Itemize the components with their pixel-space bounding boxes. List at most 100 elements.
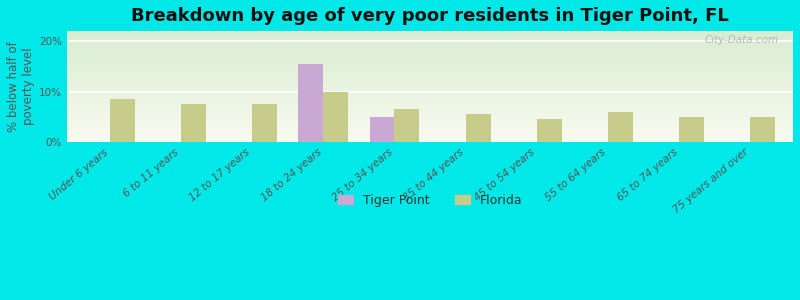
Bar — [67, 49, 793, 50]
Bar — [67, 86, 793, 88]
Bar — [537, 119, 562, 142]
Bar — [67, 139, 793, 140]
Bar — [67, 50, 793, 51]
Bar — [67, 130, 793, 131]
Bar — [67, 68, 793, 69]
Bar — [67, 123, 793, 124]
Bar — [67, 36, 793, 38]
Legend: Tiger Point, Florida: Tiger Point, Florida — [333, 189, 527, 212]
Bar — [67, 64, 793, 65]
Bar — [323, 92, 348, 142]
Bar — [67, 113, 793, 114]
Bar — [67, 46, 793, 47]
Bar — [67, 56, 793, 57]
Bar — [67, 132, 793, 133]
Bar — [67, 89, 793, 90]
Bar — [67, 134, 793, 136]
Bar — [67, 128, 793, 129]
Bar — [67, 118, 793, 119]
Bar — [67, 63, 793, 64]
Bar — [67, 138, 793, 139]
Bar — [67, 40, 793, 41]
Bar — [67, 95, 793, 97]
Bar — [67, 44, 793, 45]
Bar — [67, 125, 793, 127]
Bar — [67, 73, 793, 74]
Bar — [67, 121, 793, 122]
Bar — [67, 100, 793, 101]
Bar — [67, 35, 793, 36]
Bar — [67, 131, 793, 132]
Bar — [67, 43, 793, 44]
Bar — [67, 119, 793, 120]
Bar — [67, 54, 793, 55]
Bar — [679, 117, 704, 142]
Bar — [67, 58, 793, 60]
Bar — [67, 92, 793, 93]
Bar — [67, 120, 793, 121]
Bar — [67, 61, 793, 62]
Y-axis label: % below half of
poverty level: % below half of poverty level — [7, 41, 35, 132]
Bar — [750, 117, 775, 142]
Bar — [67, 52, 793, 53]
Bar — [370, 117, 394, 142]
Bar — [67, 33, 793, 34]
Bar — [67, 91, 793, 92]
Bar — [67, 41, 793, 42]
Bar — [67, 57, 793, 59]
Bar — [67, 31, 793, 32]
Bar — [67, 69, 793, 70]
Bar — [67, 105, 793, 106]
Bar — [67, 136, 793, 138]
Bar — [252, 104, 277, 142]
Bar — [67, 124, 793, 125]
Bar — [67, 81, 793, 82]
Bar — [67, 83, 793, 84]
Bar — [67, 88, 793, 89]
Bar — [67, 101, 793, 102]
Bar — [67, 55, 793, 56]
Bar — [67, 60, 793, 61]
Bar — [67, 114, 793, 116]
Bar — [67, 79, 793, 80]
Bar — [466, 114, 490, 142]
Bar — [67, 133, 793, 134]
Bar — [67, 93, 793, 94]
Bar — [67, 72, 793, 73]
Bar — [67, 65, 793, 66]
Bar — [67, 97, 793, 98]
Bar — [67, 112, 793, 113]
Bar — [298, 64, 323, 142]
Bar — [67, 51, 793, 52]
Bar — [67, 110, 793, 111]
Bar — [67, 76, 793, 77]
Bar — [67, 53, 793, 54]
Bar — [67, 122, 793, 123]
Bar — [67, 84, 793, 85]
Bar — [67, 38, 793, 40]
Bar — [608, 112, 633, 142]
Bar — [67, 85, 793, 86]
Bar — [67, 117, 793, 118]
Bar — [67, 66, 793, 68]
Bar — [67, 74, 793, 75]
Bar — [67, 62, 793, 63]
Bar — [67, 45, 793, 46]
Bar — [67, 75, 793, 76]
Bar — [67, 90, 793, 91]
Bar — [67, 106, 793, 108]
Bar — [67, 71, 793, 72]
Bar — [67, 34, 793, 35]
Bar — [67, 104, 793, 105]
Bar — [67, 42, 793, 43]
Bar — [181, 104, 206, 142]
Bar — [67, 116, 793, 117]
Bar — [67, 141, 793, 142]
Bar — [67, 129, 793, 130]
Bar — [67, 140, 793, 141]
Bar — [67, 99, 793, 100]
Bar — [110, 99, 134, 142]
Bar — [67, 77, 793, 79]
Text: City-Data.com: City-Data.com — [705, 35, 778, 45]
Bar — [67, 80, 793, 81]
